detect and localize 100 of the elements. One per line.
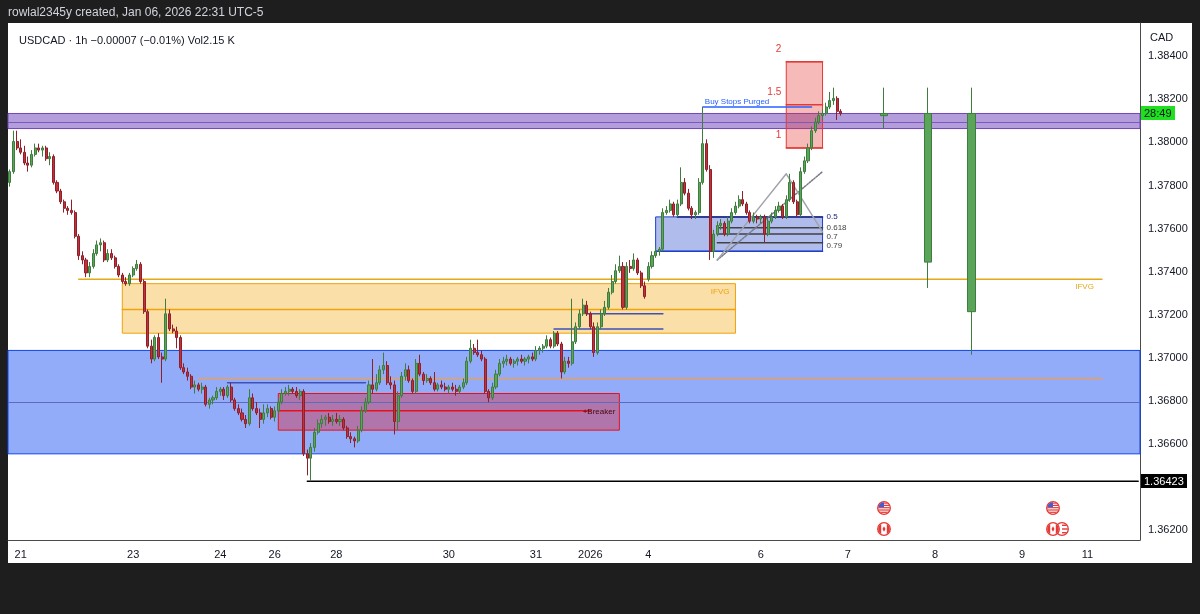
candlestick <box>505 354 508 367</box>
x-tick-label: 4 <box>645 547 652 560</box>
x-tick-label: 9 <box>1019 547 1026 560</box>
candlestick <box>222 386 225 401</box>
x-tick-label: 11 <box>1081 547 1094 560</box>
candlestick <box>571 298 574 367</box>
candlestick <box>661 207 664 252</box>
candlestick <box>124 276 127 287</box>
text: USDCAD · 1h −0.00007 (−0.01%) Vol2.15 K <box>19 33 236 46</box>
candlestick <box>476 339 479 358</box>
y-tick-label: 1.37800 <box>1148 178 1188 191</box>
candlestick <box>153 334 156 362</box>
candlestick <box>513 358 516 369</box>
candlestick <box>832 87 835 106</box>
series-label: 0.7 <box>826 232 839 242</box>
series-label: 0.618 <box>826 223 848 233</box>
candlestick <box>164 298 167 362</box>
x-tick-label: 24 <box>214 547 227 560</box>
candlestick <box>248 388 251 427</box>
series-label: 0.5 <box>826 212 839 222</box>
x-tick-label: 26 <box>268 547 281 560</box>
candlestick <box>99 237 102 252</box>
candlestick <box>386 360 389 386</box>
candlestick <box>672 201 675 218</box>
y-axis-title: CAD <box>1150 30 1174 43</box>
candlestick <box>426 373 429 384</box>
candlestick <box>328 412 331 425</box>
annotation: 28:49 <box>1141 106 1175 121</box>
y-tick-label: 1.37000 <box>1148 350 1188 363</box>
candlestick <box>288 384 291 397</box>
y-tick-label: 1.37200 <box>1148 307 1188 320</box>
candlestick <box>752 212 755 224</box>
candlestick <box>393 380 396 435</box>
candlestick <box>451 382 454 392</box>
candlestick <box>763 214 766 244</box>
candlestick <box>415 358 418 395</box>
candlestick <box>291 386 294 395</box>
candlestick <box>331 414 334 427</box>
x-tick-label: 2026 <box>578 547 603 560</box>
x-tick-label: 6 <box>757 547 764 560</box>
series-label: +Breaker <box>582 407 616 417</box>
candlestick <box>440 380 443 390</box>
candlestick <box>45 145 48 162</box>
candlestick <box>433 371 436 392</box>
candlestick <box>527 354 530 364</box>
candlestick <box>767 216 770 237</box>
y-tick-label: 1.36800 <box>1148 393 1188 406</box>
y-tick-label: 1.37400 <box>1148 264 1188 277</box>
x-tick-label: 21 <box>14 547 27 560</box>
candlestick <box>567 356 570 369</box>
series-label: IFVG <box>1075 281 1094 291</box>
candlestick <box>621 261 625 310</box>
candlestick <box>270 405 273 420</box>
candlestick <box>545 334 548 349</box>
x-tick-label: 8 <box>931 547 939 560</box>
candlestick <box>299 388 302 401</box>
candlestick <box>553 330 556 349</box>
x-tick-label: 31 <box>529 547 543 560</box>
x-tick-label: 30 <box>442 547 455 560</box>
candlestick <box>531 352 534 362</box>
candlestick <box>447 384 450 395</box>
series-label: IFVG <box>710 287 730 297</box>
candlestick <box>41 145 44 158</box>
series-label: 1.5 <box>767 86 782 98</box>
candlestick <box>629 259 632 274</box>
series-label: Buy Stops Purged <box>704 96 770 106</box>
candlestick <box>455 384 458 397</box>
candlestick <box>219 386 222 397</box>
candlestick <box>193 380 196 395</box>
candlestick <box>444 382 447 392</box>
candlestick <box>215 386 218 401</box>
series-label: 1 <box>775 129 782 141</box>
candlestick <box>295 386 298 399</box>
series-label: 0.79 <box>826 241 843 251</box>
data-label: 1.36423 <box>1141 474 1187 489</box>
candlestick <box>549 337 552 349</box>
candlestick <box>836 95 839 121</box>
candlestick <box>436 382 439 392</box>
candlestick <box>756 214 759 224</box>
candlestick <box>168 309 171 332</box>
candlestick <box>473 343 476 356</box>
candlestick <box>967 87 976 356</box>
candlestick <box>924 87 932 289</box>
candlestick <box>880 87 888 130</box>
x-tick-label: 28 <box>330 547 343 560</box>
candlestick <box>335 412 338 425</box>
candlestick <box>523 356 527 367</box>
candlestick <box>516 356 519 367</box>
candlestick <box>48 151 51 166</box>
series-label: 2 <box>775 43 782 55</box>
candlestick <box>208 397 211 410</box>
candlestick <box>774 205 777 220</box>
candlestick <box>669 199 672 214</box>
candlestick <box>324 414 327 427</box>
candlestick <box>201 382 204 395</box>
x-tick-label: 7 <box>844 547 851 560</box>
candlestick <box>509 356 512 367</box>
candlestick <box>226 384 229 399</box>
y-tick-label: 1.37600 <box>1148 221 1188 234</box>
y-tick-label: 1.38200 <box>1148 92 1188 105</box>
